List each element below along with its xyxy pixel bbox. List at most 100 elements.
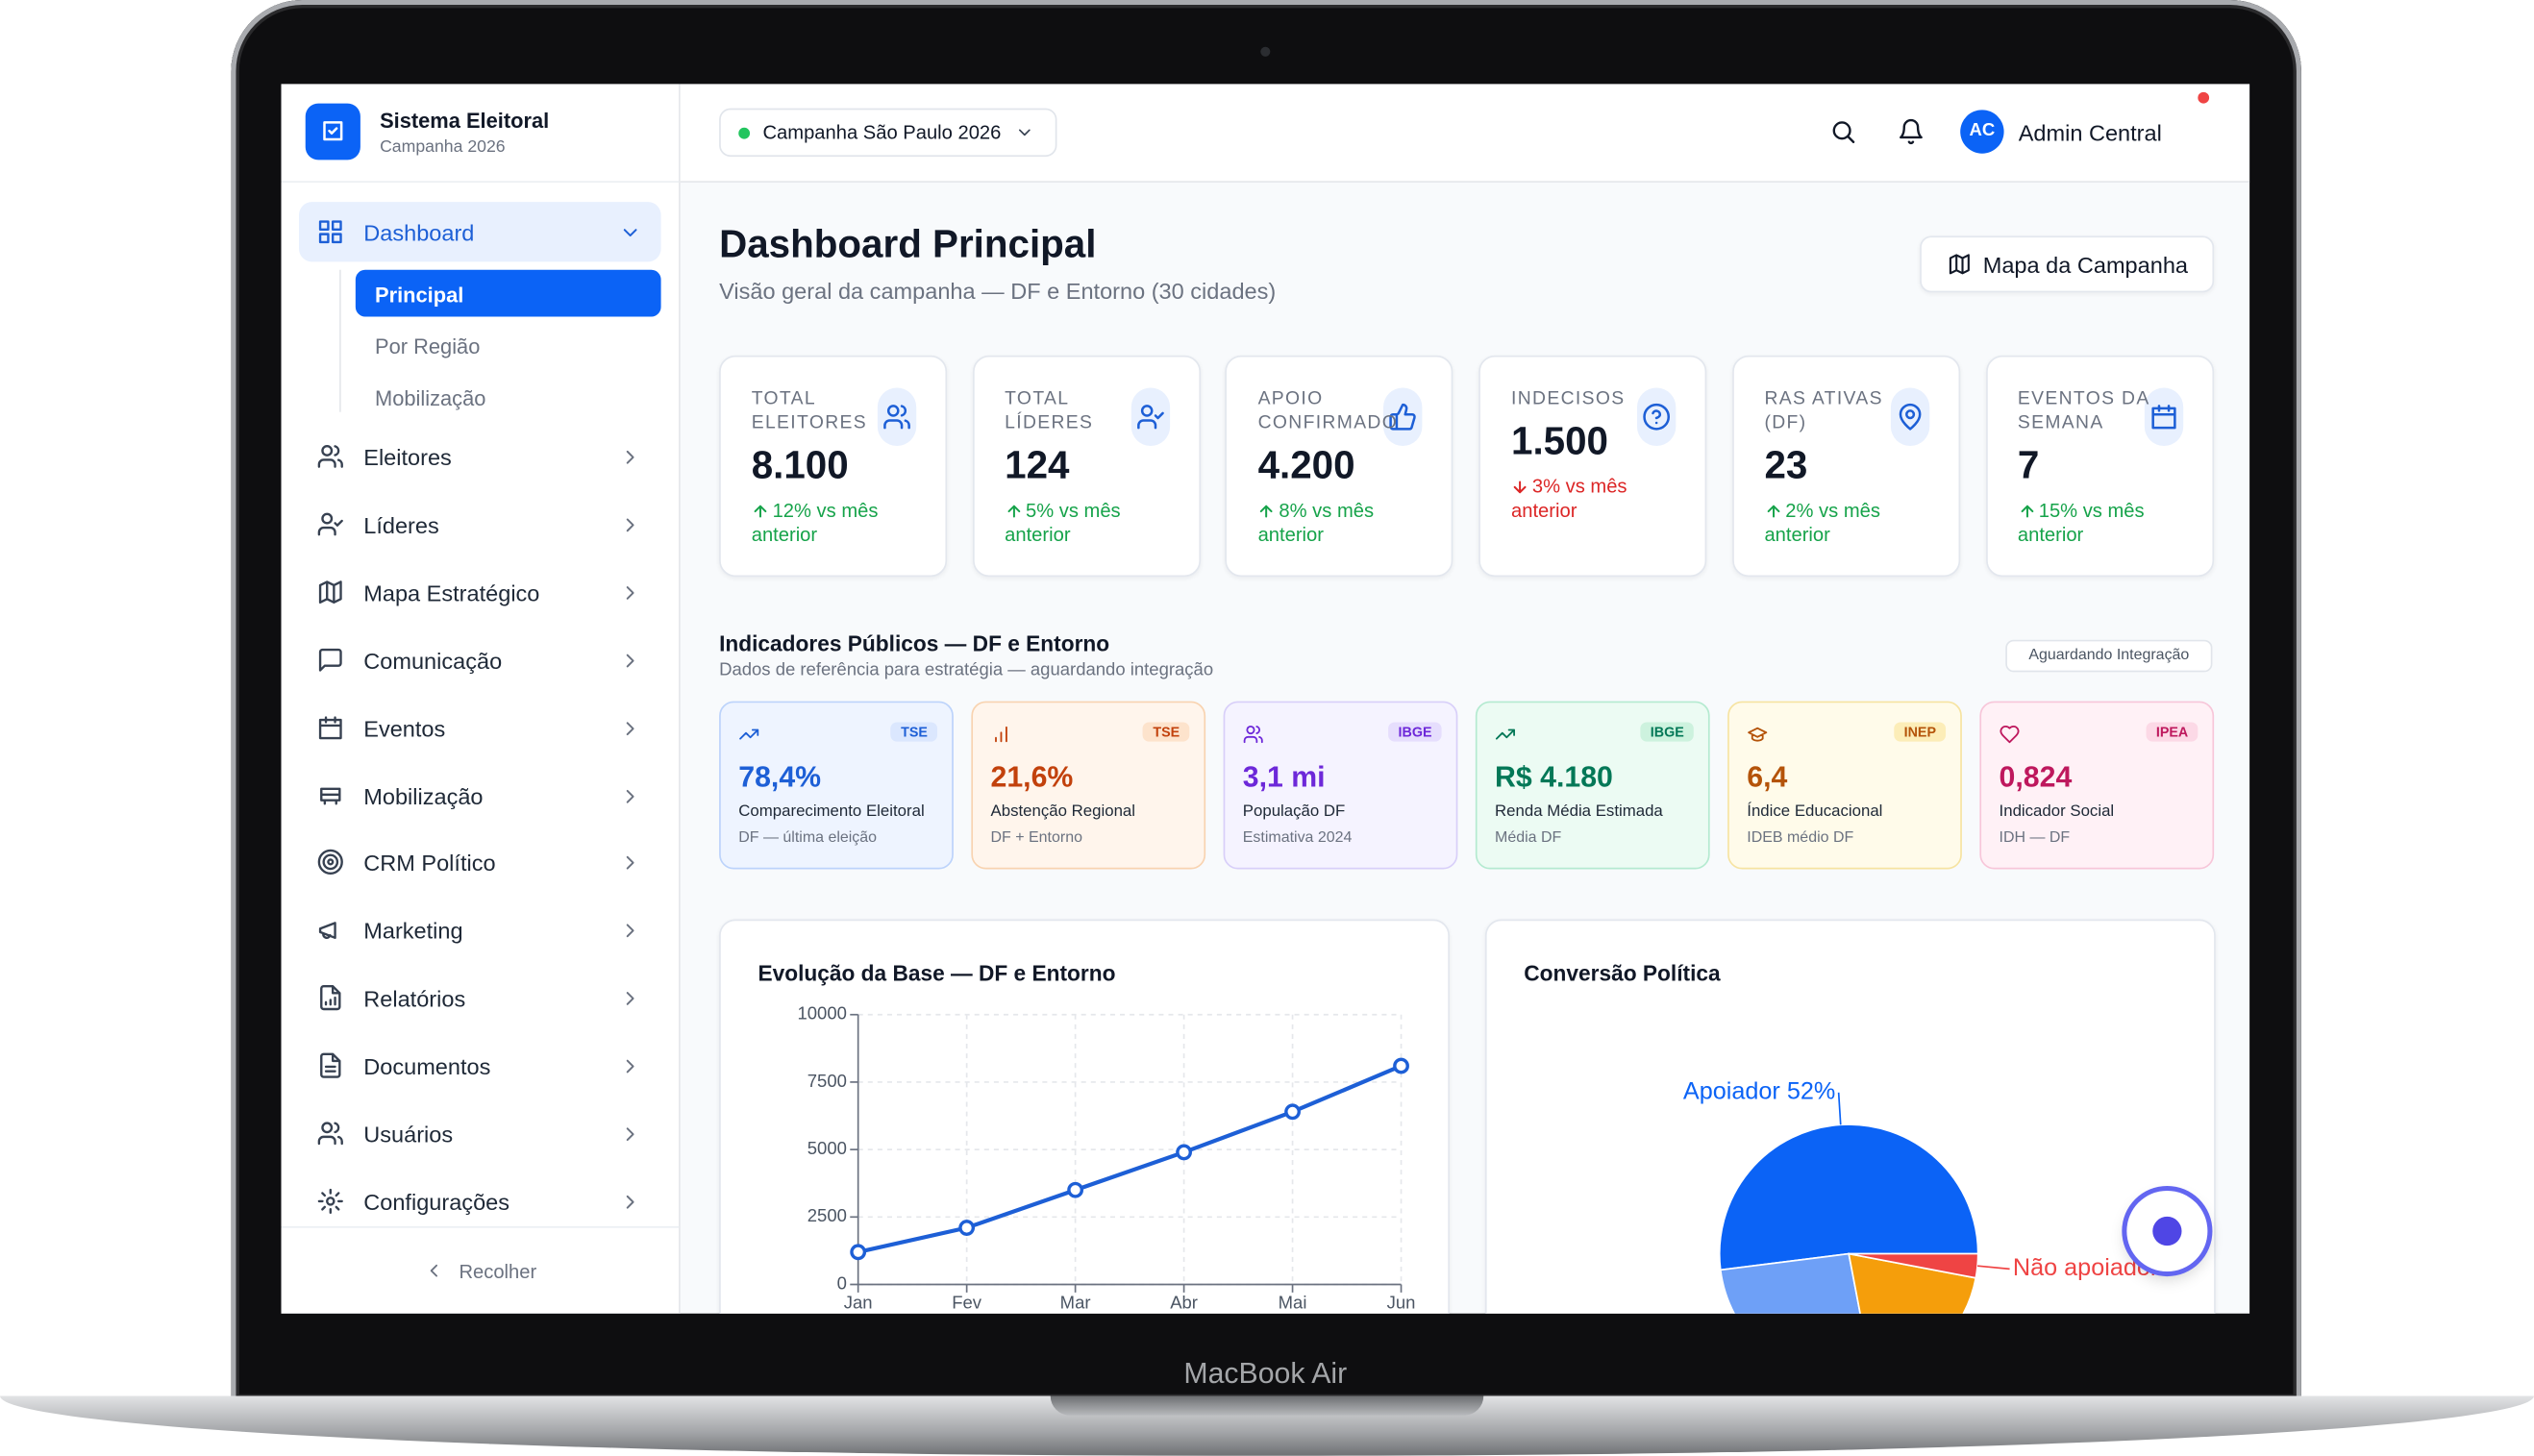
assistant-button[interactable] (2126, 1190, 2208, 1272)
indicator-note: Média DF (1495, 828, 1562, 847)
pie-slice (1848, 1252, 1977, 1314)
sidebar: Sistema Eleitoral Campanha 2026 Dashboar… (281, 84, 681, 1314)
screen: Sistema Eleitoral Campanha 2026 Dashboar… (281, 84, 2250, 1314)
nav-item[interactable]: Comunicação (299, 632, 661, 687)
status-dot (738, 127, 751, 139)
nav-item[interactable]: Configurações (299, 1174, 661, 1229)
icon (626, 721, 634, 735)
chart-title: Evolução da Base — DF e Entorno (758, 961, 1116, 986)
icon-path (317, 512, 343, 536)
nav-item[interactable]: Eventos (299, 701, 661, 755)
data-line (857, 1064, 1403, 1254)
icon-path (1748, 727, 1768, 742)
subnav-item[interactable]: Por Região (356, 322, 661, 369)
slice-label: Não apoiador (2013, 1254, 2158, 1281)
kpi-icon (1383, 387, 1424, 446)
data-point (850, 1244, 867, 1261)
subnav-label: Principal (375, 283, 464, 308)
icon (317, 512, 343, 536)
subnav-item[interactable]: Mobilização (356, 373, 661, 420)
icon-path (1136, 405, 1164, 430)
icon (1243, 725, 1263, 744)
indicator-label: População DF (1242, 802, 1346, 822)
avatar[interactable]: AC (1960, 110, 2004, 154)
indicator-card: INEP 6,4 Índice Educacional IDEB médio DF (1727, 701, 1962, 870)
pie-slice (1718, 1123, 1979, 1271)
icon-path (318, 220, 342, 244)
kpi-change: 8% vs mês anterior (1257, 499, 1375, 547)
icon-path (1243, 725, 1263, 744)
icon-path (626, 856, 634, 871)
icon (626, 856, 634, 871)
x-tick-label: Abr (1170, 1293, 1198, 1313)
nav-item[interactable]: Documentos (299, 1039, 661, 1094)
kpi-change: 12% vs mês anterior (751, 499, 879, 547)
kpi-icon (1890, 387, 1929, 446)
icon (623, 229, 637, 237)
icon-path (2000, 725, 2020, 744)
icon (2020, 505, 2033, 518)
icon-path (626, 789, 634, 802)
icon-path (626, 450, 634, 464)
subnav-item[interactable]: Principal (355, 269, 661, 317)
icon (1136, 405, 1164, 430)
kpi-label: EVENTOS DA SEMANA (2017, 389, 2149, 433)
icon (739, 728, 759, 740)
icon-path (317, 850, 343, 876)
icon-path (1006, 505, 1020, 518)
nav-label: Configurações (363, 1189, 510, 1216)
nav-item[interactable]: Líderes (299, 498, 661, 553)
icon-path (1260, 505, 1274, 518)
source-badge: TSE (891, 722, 938, 742)
icon (317, 1122, 343, 1146)
icon (626, 654, 634, 667)
nav-item[interactable]: Marketing (299, 903, 661, 958)
nav-item[interactable]: Mobilização (299, 768, 661, 823)
icon-path (995, 726, 1007, 743)
status-badge: Aguardando Integração (2005, 639, 2213, 673)
campaign-selector[interactable]: Campanha São Paulo 2026 (719, 108, 1057, 158)
assistant-icon (2152, 1216, 2182, 1246)
source-badge: IPEA (2146, 722, 2199, 742)
nav-item[interactable]: CRM Político (299, 836, 661, 891)
nav-label: Relatórios (363, 985, 466, 1012)
x-tick-label: Mar (1060, 1293, 1091, 1313)
kpi-card: TOTAL ELEITORES 8.100 12% vs mês anterior (719, 355, 948, 578)
indicator-note: IDEB médio DF (1747, 828, 1854, 847)
icon (320, 786, 341, 804)
kpi-icon (2144, 387, 2183, 446)
nav-item[interactable]: Dashboard (299, 202, 661, 262)
icon-path (317, 1122, 343, 1146)
x-tick-label: Fev (952, 1293, 982, 1313)
icon-path (320, 1052, 341, 1078)
map-button[interactable]: Mapa da Campanha (1920, 235, 2215, 293)
icon-path (623, 229, 637, 237)
chart-card: Evolução da Base — DF e Entorno 0 2500 5000… (719, 919, 1450, 1314)
data-point (1284, 1103, 1301, 1121)
icon-path (626, 585, 634, 600)
indicator-card: TSE 21,6% Abstenção Regional DF + Entorno (971, 701, 1206, 870)
user-name[interactable]: Admin Central (2018, 119, 2162, 146)
collapse-button[interactable]: Recolher (423, 1255, 552, 1288)
nav-item[interactable]: Mapa Estratégico (299, 565, 661, 620)
kpi-value: 124 (1005, 444, 1070, 488)
icon-path (626, 1127, 634, 1142)
kpi-card: APOIO CONFIRMADO 4.200 8% vs mês anterior (1225, 355, 1453, 578)
chart-title: Conversão Política (1524, 961, 1721, 986)
brand-title: Sistema Eleitoral (380, 108, 550, 133)
icon-path (626, 1195, 634, 1209)
divider (281, 1225, 680, 1228)
x-tick-label: Jan (844, 1293, 873, 1313)
icon-path (626, 992, 634, 1006)
icon-path (754, 505, 767, 518)
nav-item[interactable]: Usuários (299, 1107, 661, 1162)
icon (626, 992, 634, 1006)
kpi-icon (877, 387, 917, 446)
nav-item[interactable]: Eleitores (299, 430, 661, 484)
nav-label: Dashboard (363, 219, 475, 246)
icon-path (318, 922, 336, 940)
nav-item[interactable]: Relatórios (299, 972, 661, 1026)
icon-path (320, 786, 341, 804)
section-title: Indicadores Públicos — DF e Entorno (719, 631, 1110, 656)
indicator-label: Comparecimento Eleitoral (738, 802, 925, 822)
